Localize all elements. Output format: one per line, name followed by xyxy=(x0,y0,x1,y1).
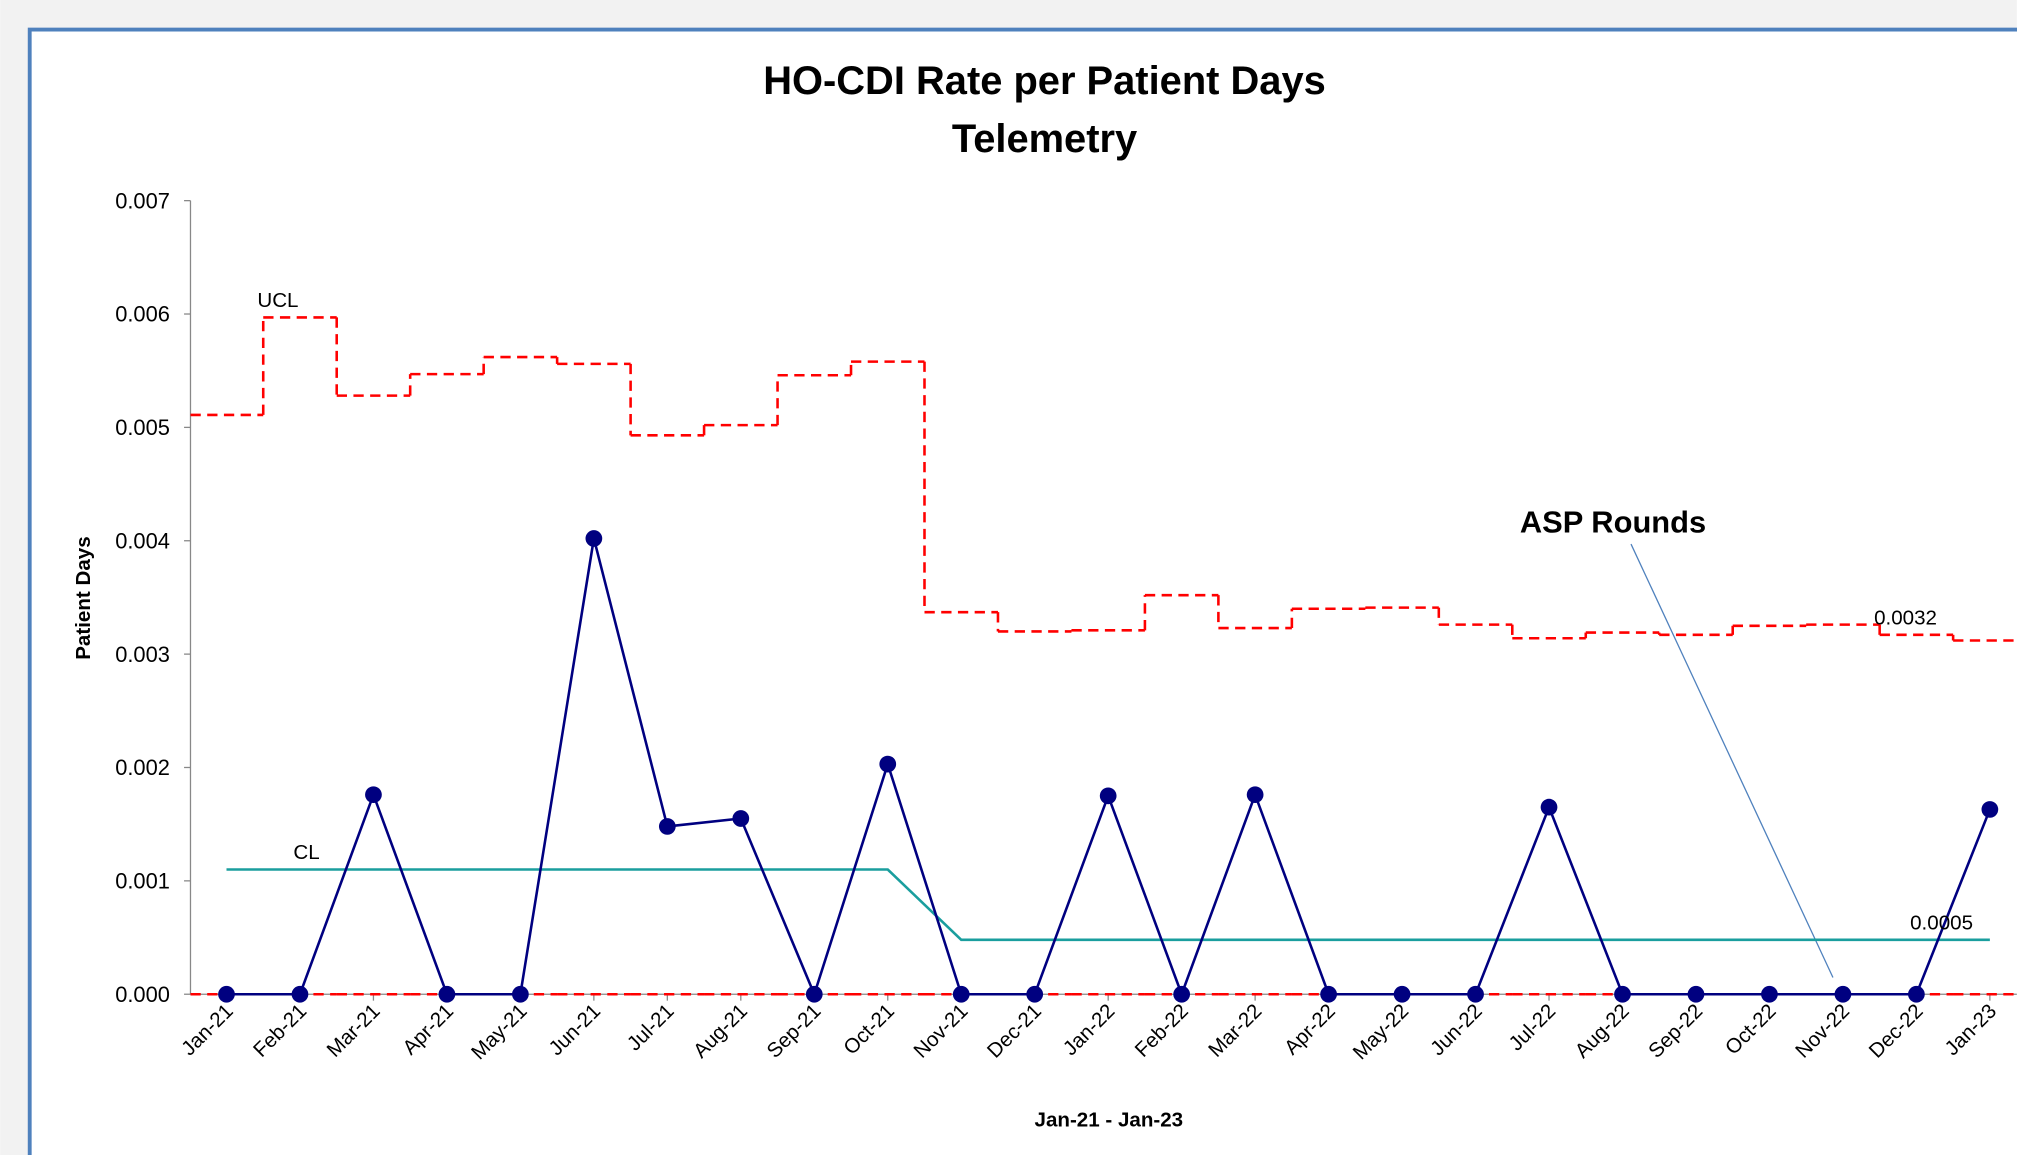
end-label: 0.0032 xyxy=(1874,607,1937,630)
data-point xyxy=(952,985,970,1003)
data-point xyxy=(1614,985,1631,1003)
data-point xyxy=(291,985,309,1003)
data-point xyxy=(879,755,897,773)
data-point xyxy=(1467,985,1484,1003)
chart-subtitle: Telemetry xyxy=(952,117,1137,161)
data-point xyxy=(218,985,235,1003)
y-tick-label: 0.007 xyxy=(115,188,170,213)
data-point xyxy=(1246,786,1264,804)
y-axis-label: Patient Days xyxy=(72,536,95,659)
y-tick-label: 0.004 xyxy=(115,528,170,553)
data-point xyxy=(585,530,603,547)
series-label: UCL xyxy=(257,289,298,312)
center-line xyxy=(226,868,1990,942)
chart-title: HO-CDI Rate per Patient Days xyxy=(763,59,1326,103)
data-point xyxy=(1173,985,1191,1003)
data-point xyxy=(1908,985,1925,1003)
data-point xyxy=(1761,985,1778,1003)
x-axis-label: Jan-21 - Jan-23 xyxy=(1035,1109,1184,1132)
y-tick-label: 0.001 xyxy=(115,869,170,894)
annotation: ASP Rounds xyxy=(1520,504,1706,539)
data-point xyxy=(1026,985,1044,1003)
data-point xyxy=(1099,787,1117,805)
data-point xyxy=(805,985,823,1003)
data-point xyxy=(1834,985,1852,1003)
y-tick-label: 0.002 xyxy=(115,755,170,780)
data-point xyxy=(365,786,382,804)
data-point xyxy=(732,810,750,827)
data-point xyxy=(658,818,676,835)
series-label: CL xyxy=(293,841,319,864)
data-point xyxy=(1981,801,1999,818)
data-point xyxy=(1320,985,1337,1003)
data-point xyxy=(438,985,456,1003)
y-tick-label: 0.006 xyxy=(115,302,170,327)
data-point xyxy=(512,985,529,1003)
data-point xyxy=(1393,985,1411,1003)
end-label: 0.0005 xyxy=(1910,912,1973,935)
data-point xyxy=(1540,798,1558,816)
y-tick-label: 0.000 xyxy=(115,982,170,1007)
annotation-arrow xyxy=(1630,543,1834,978)
chart-frame xyxy=(27,27,2017,1155)
y-tick-label: 0.003 xyxy=(115,642,170,667)
y-tick-label: 0.005 xyxy=(115,415,170,440)
data-point xyxy=(1687,985,1705,1003)
